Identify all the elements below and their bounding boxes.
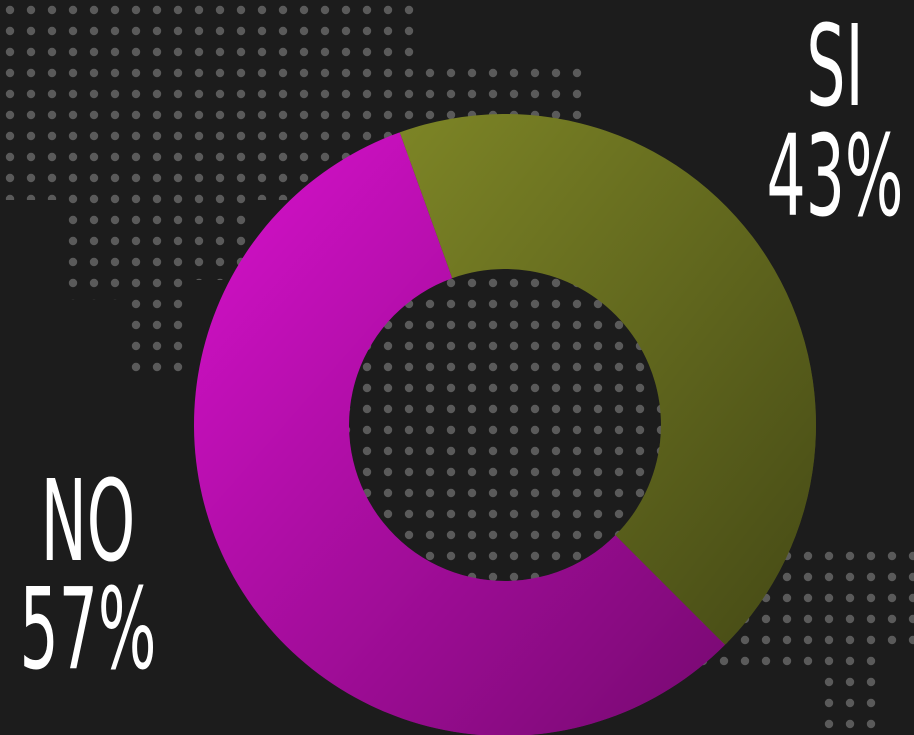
slice-shade (399, 114, 816, 645)
value-label-group: 43% (767, 112, 904, 242)
category-label-group: SI (806, 2, 863, 132)
donut (193, 114, 816, 735)
value-label: 43% (767, 112, 904, 242)
category-label: NO (41, 457, 136, 587)
slice-shade (193, 132, 725, 735)
value-label-group: 57% (20, 565, 157, 695)
value-label: 57% (20, 565, 157, 695)
category-label: SI (806, 2, 863, 132)
category-label-group: NO (41, 457, 136, 587)
